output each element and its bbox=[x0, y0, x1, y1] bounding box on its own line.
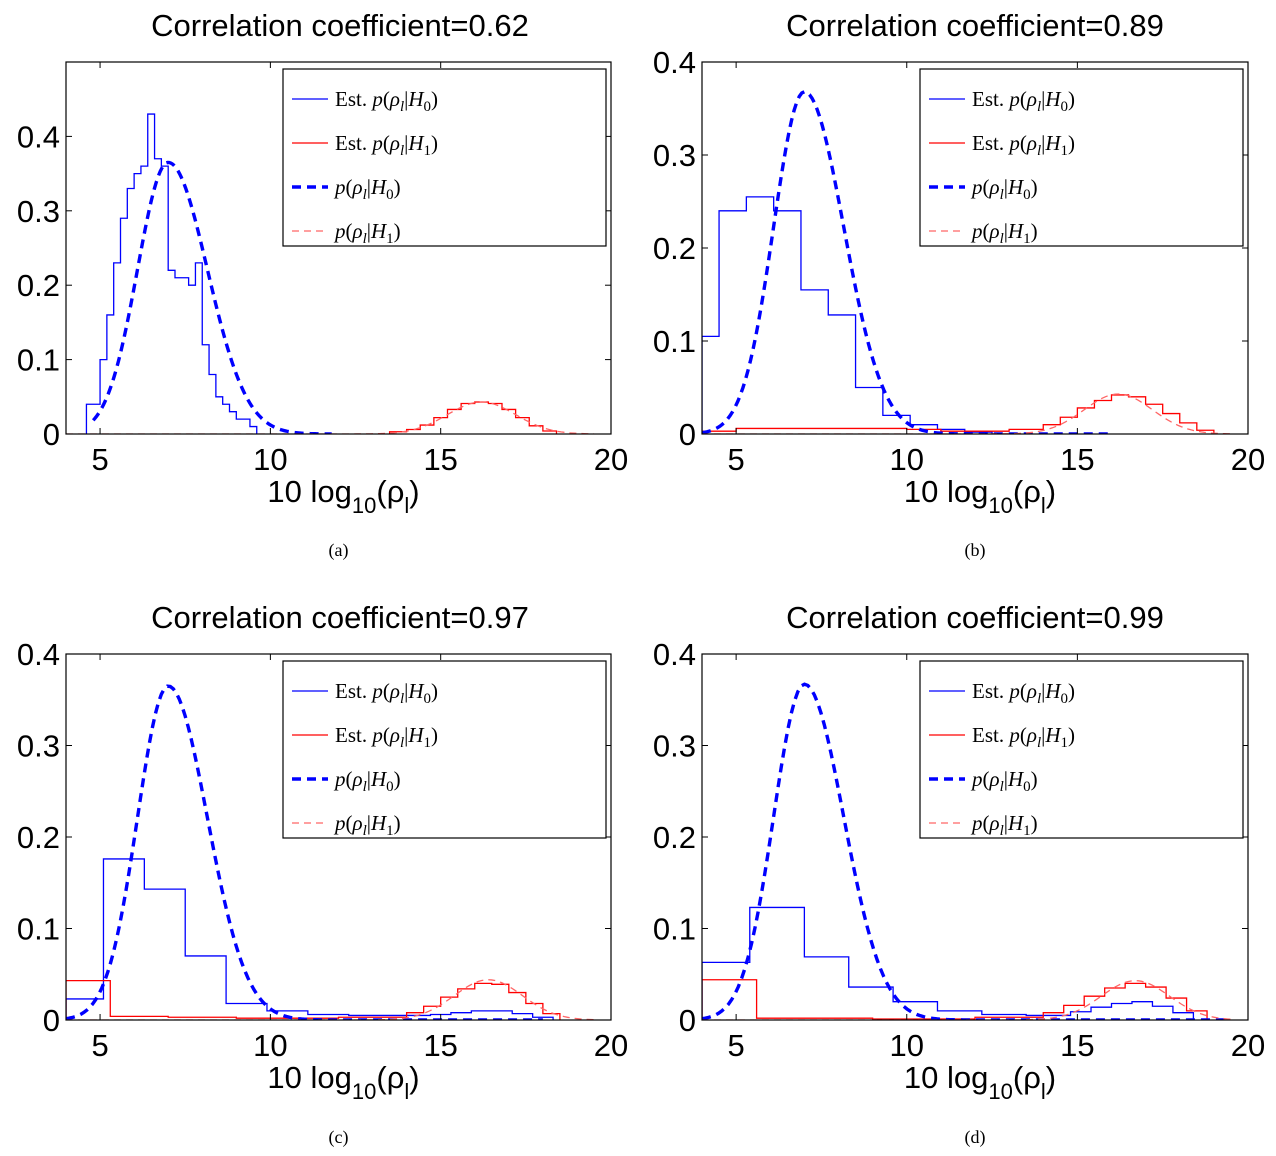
chart-panel-3: Correlation coefficient=0.97 5 10 15 20 0 0.1 0… bbox=[17, 600, 628, 1148]
y-tick-label: 0 bbox=[43, 417, 60, 452]
legend: Est. p(ρl|H0) Est. p(ρl|H1) p(ρl|H0) p(ρl|H… bbox=[919, 68, 1244, 247]
legend: Est. p(ρl|H0) Est. p(ρl|H1) p(ρl|H0) p(ρl|H… bbox=[282, 68, 607, 247]
legend: Est. p(ρl|H0) Est. p(ρl|H1) p(ρl|H0) p(ρl|H… bbox=[919, 660, 1244, 839]
legend-box bbox=[282, 660, 607, 839]
legend: Est. p(ρl|H0) Est. p(ρl|H1) p(ρl|H0) p(ρl|H… bbox=[282, 660, 607, 839]
panel-caption: (d) bbox=[965, 1127, 986, 1148]
legend-label: p(ρl|H1) bbox=[970, 219, 1038, 247]
chart-panel-2: Correlation coefficient=0.89 5 10 15 20 0 0.1 0… bbox=[653, 8, 1265, 561]
legend-label: p(ρl|H0) bbox=[970, 767, 1038, 795]
legend-label: Est. p(ρl|H0) bbox=[972, 87, 1075, 115]
x-tick-label: 5 bbox=[728, 1028, 745, 1063]
series-line bbox=[702, 906, 1195, 1020]
legend-label: p(ρl|H0) bbox=[970, 175, 1038, 203]
legend-label: p(ρl|H1) bbox=[970, 811, 1038, 839]
y-tick-label: 0 bbox=[679, 1003, 696, 1038]
legend-label: Est. p(ρl|H1) bbox=[972, 131, 1075, 159]
plot-area bbox=[66, 113, 594, 434]
y-tick-label: 0.4 bbox=[17, 119, 60, 154]
y-tick-label: 0 bbox=[679, 417, 696, 452]
x-tick-label: 15 bbox=[423, 442, 457, 477]
series-line bbox=[702, 979, 1208, 1020]
y-tick-label: 0.1 bbox=[17, 912, 60, 947]
x-tick-label: 5 bbox=[91, 1028, 108, 1063]
x-axis-label: 10 log10(ρl) bbox=[267, 474, 419, 518]
series-line bbox=[66, 858, 554, 1020]
panel-caption: (b) bbox=[965, 540, 986, 561]
legend-label: Est. p(ρl|H0) bbox=[972, 679, 1075, 707]
x-tick-label: 10 bbox=[890, 442, 924, 477]
series-line bbox=[91, 160, 332, 434]
chart-title: Correlation coefficient=0.97 bbox=[151, 600, 529, 635]
legend-label: Est. p(ρl|H1) bbox=[972, 723, 1075, 751]
x-axis-label: 10 log10(ρl) bbox=[267, 1060, 419, 1104]
y-tick-label: 0.1 bbox=[653, 912, 696, 947]
series-line bbox=[66, 979, 594, 1020]
panel-caption: (a) bbox=[329, 540, 349, 561]
legend-box bbox=[282, 68, 607, 247]
y-tick-label: 0.1 bbox=[653, 324, 696, 359]
y-tick-label: 0.3 bbox=[17, 729, 60, 764]
series-line bbox=[66, 401, 594, 434]
axes-frame bbox=[65, 61, 612, 435]
y-tick-label: 0.2 bbox=[653, 820, 696, 855]
legend-box bbox=[919, 660, 1244, 839]
y-tick-label: 0.2 bbox=[17, 268, 60, 303]
chart-title: Correlation coefficient=0.89 bbox=[786, 8, 1164, 43]
chart-panel-1: Correlation coefficient=0.62 5 10 15 20 0 0.1 0… bbox=[17, 8, 628, 561]
y-tick-label: 0.2 bbox=[653, 231, 696, 266]
x-tick-label: 5 bbox=[728, 442, 745, 477]
legend-label: Est. p(ρl|H0) bbox=[335, 87, 438, 115]
legend-label: p(ρl|H0) bbox=[333, 175, 401, 203]
y-tick-label: 0 bbox=[43, 1003, 60, 1038]
chart-title: Correlation coefficient=0.99 bbox=[786, 600, 1164, 635]
x-axis-label: 10 log10(ρl) bbox=[904, 474, 1056, 518]
series-line bbox=[702, 394, 1215, 434]
series-line bbox=[702, 196, 993, 434]
x-tick-label: 15 bbox=[423, 1028, 457, 1063]
x-tick-label: 10 bbox=[890, 1028, 924, 1063]
x-tick-label: 15 bbox=[1060, 442, 1094, 477]
y-tick-label: 0.3 bbox=[653, 138, 696, 173]
x-tick-label: 5 bbox=[91, 442, 108, 477]
x-tick-label: 10 bbox=[253, 442, 287, 477]
panel-caption: (c) bbox=[329, 1127, 349, 1148]
x-tick-label: 10 bbox=[253, 1028, 287, 1063]
legend-label: Est. p(ρl|H1) bbox=[335, 723, 438, 751]
series-line bbox=[702, 980, 1231, 1020]
y-tick-label: 0.3 bbox=[653, 729, 696, 764]
legend-label: Est. p(ρl|H0) bbox=[335, 679, 438, 707]
y-tick-label: 0.2 bbox=[17, 820, 60, 855]
x-tick-label: 20 bbox=[594, 442, 628, 477]
legend-label: Est. p(ρl|H1) bbox=[335, 131, 438, 159]
x-axis-label: 10 log10(ρl) bbox=[904, 1060, 1056, 1104]
x-tick-label: 20 bbox=[594, 1028, 628, 1063]
y-tick-label: 0.1 bbox=[17, 343, 60, 378]
x-tick-label: 20 bbox=[1231, 442, 1265, 477]
y-tick-label: 0.4 bbox=[17, 637, 60, 672]
legend-label: p(ρl|H1) bbox=[333, 811, 401, 839]
x-tick-label: 15 bbox=[1060, 1028, 1094, 1063]
plot-area bbox=[66, 684, 594, 1020]
series-line bbox=[66, 980, 561, 1020]
chart-title: Correlation coefficient=0.62 bbox=[151, 8, 529, 43]
legend-box bbox=[919, 68, 1244, 247]
y-tick-label: 0.3 bbox=[17, 194, 60, 229]
y-tick-label: 0.4 bbox=[653, 45, 696, 80]
series-line bbox=[85, 113, 258, 434]
chart-panel-4: Correlation coefficient=0.99 5 10 15 20 0 0.1 0… bbox=[653, 600, 1265, 1148]
legend-label: p(ρl|H1) bbox=[333, 219, 401, 247]
legend-label: p(ρl|H0) bbox=[333, 767, 401, 795]
series-line bbox=[702, 89, 1112, 434]
series-line bbox=[66, 684, 543, 1020]
y-tick-label: 0.4 bbox=[653, 637, 696, 672]
x-tick-label: 20 bbox=[1231, 1028, 1265, 1063]
